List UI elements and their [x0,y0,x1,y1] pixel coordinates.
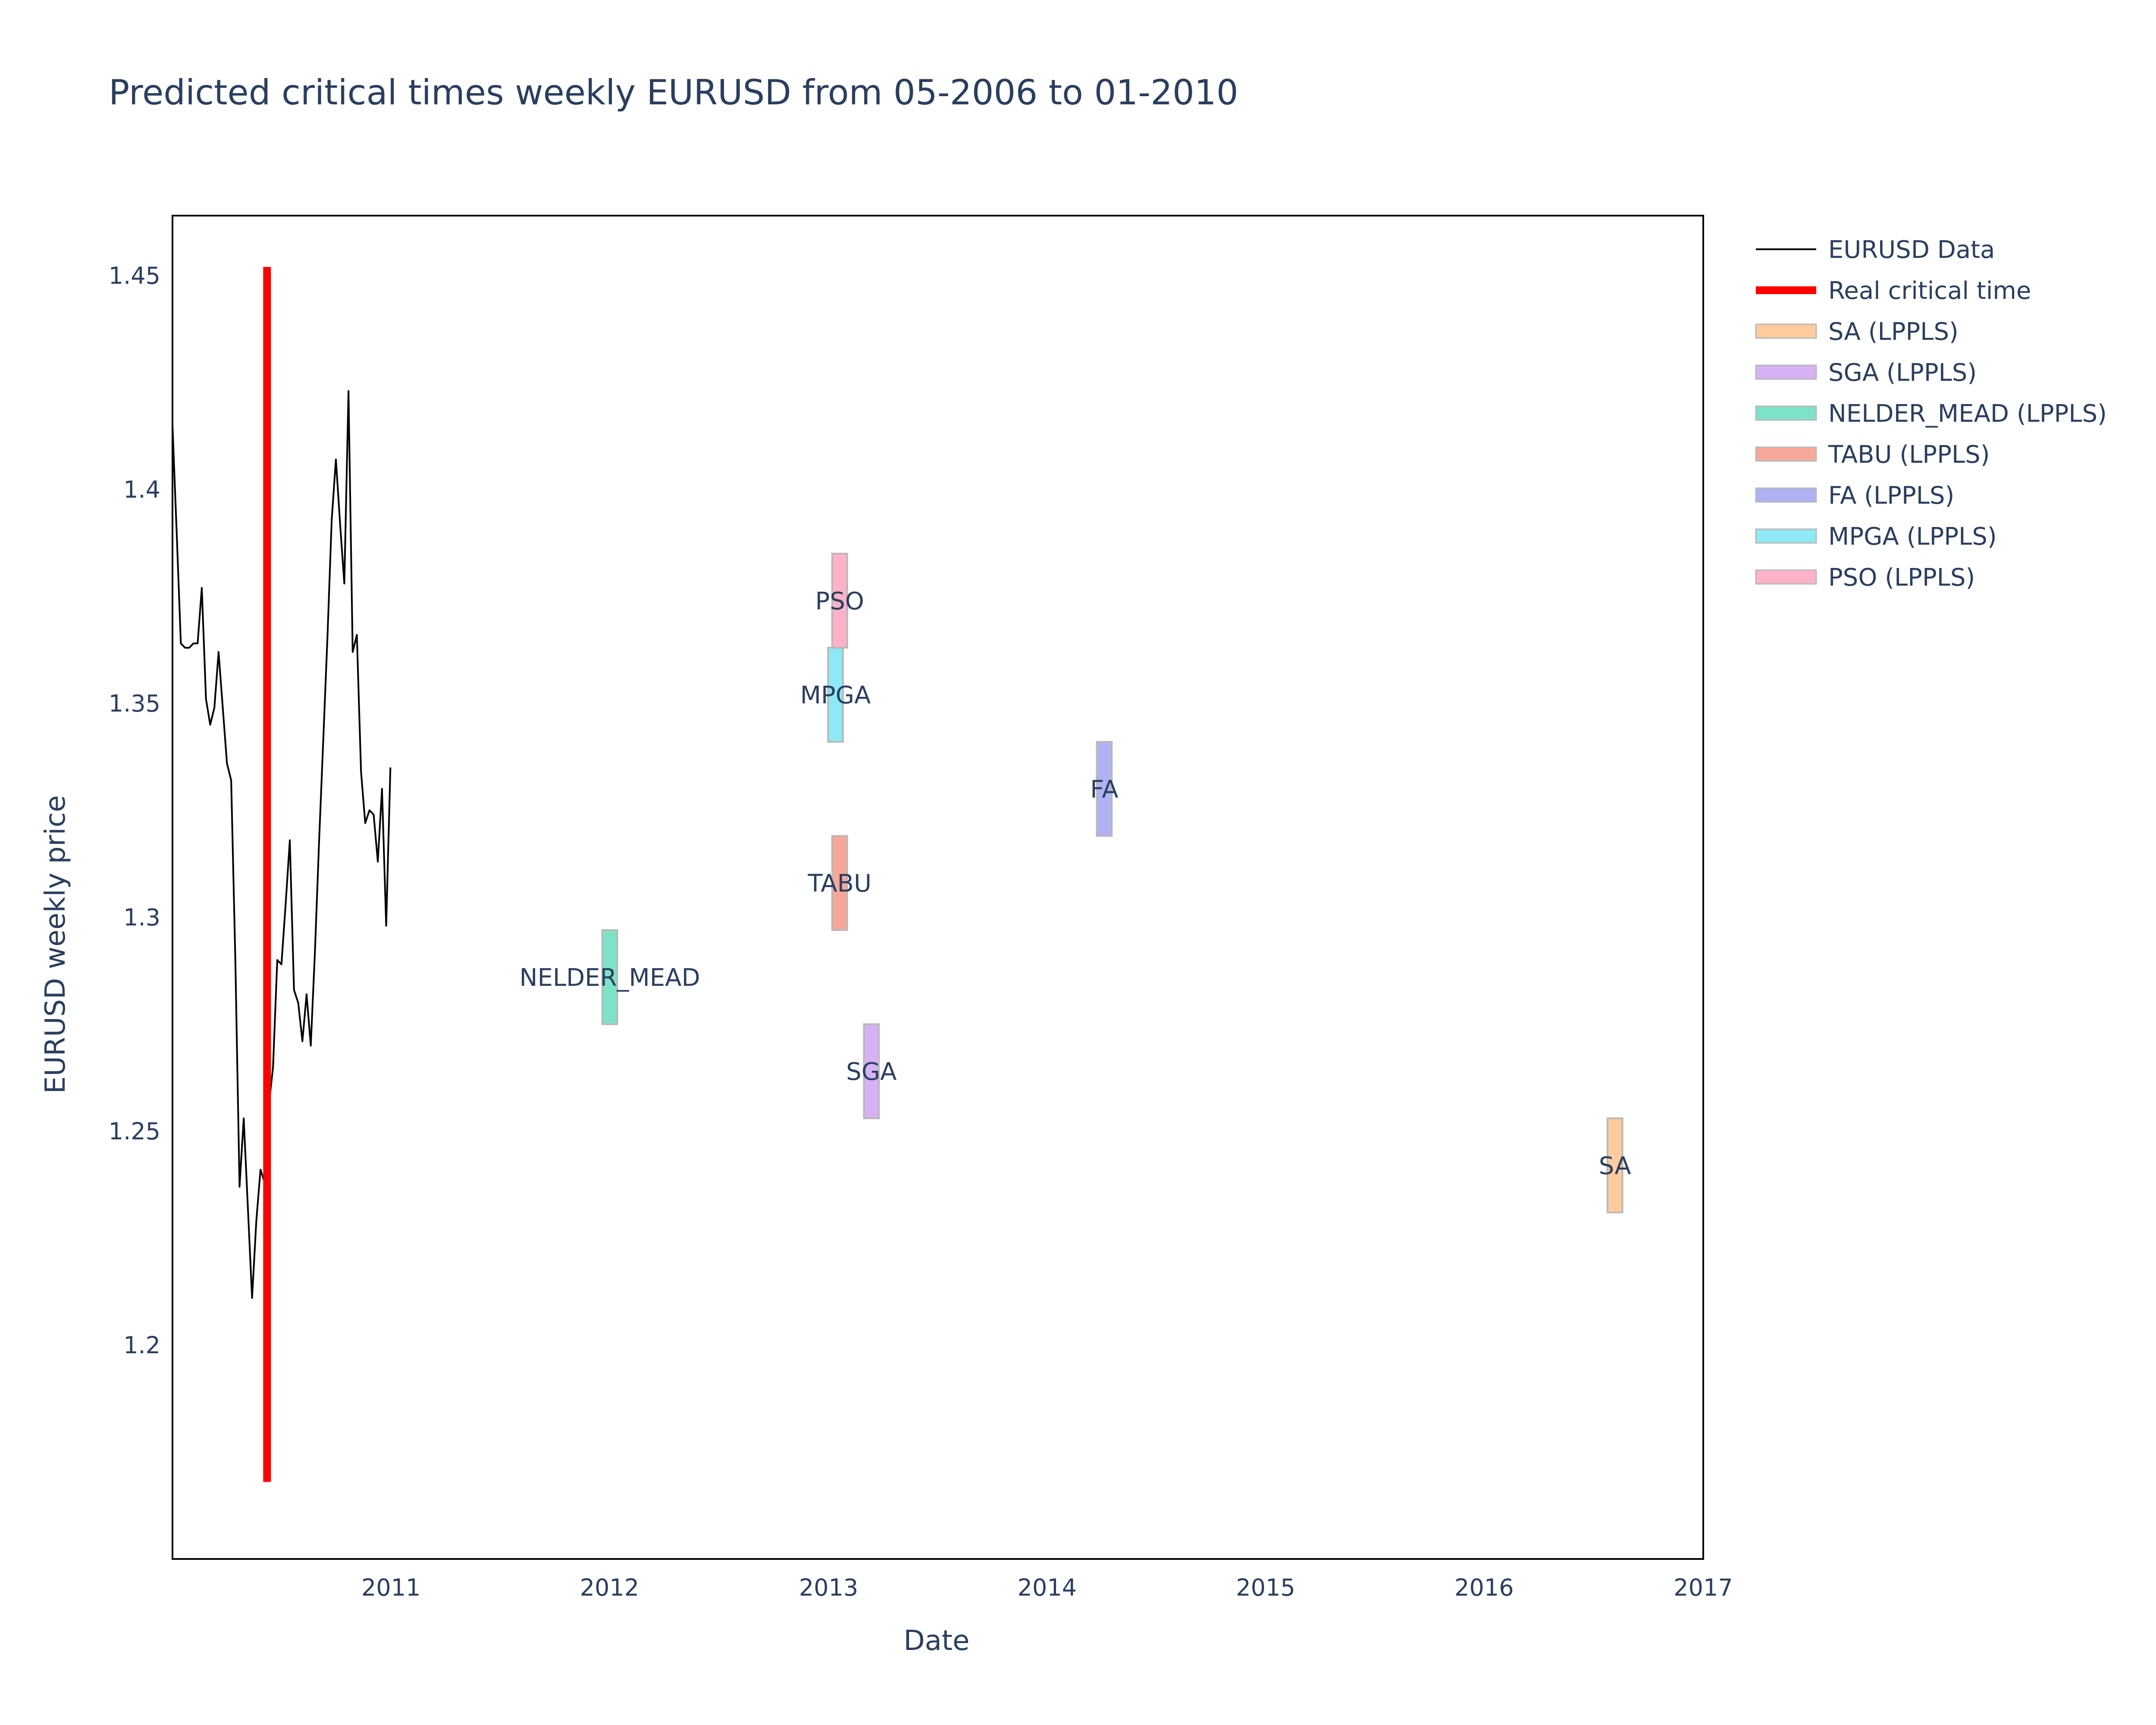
x-axis-title: Date [904,1625,970,1657]
legend-label-pso: PSO (LPPLS) [1828,564,1975,592]
plot-frame [172,215,1704,1560]
pso-box-label: PSO [815,587,864,615]
legend-label-tabu: TABU (LPPLS) [1828,441,1990,469]
x-tick-label: 2012 [580,1574,639,1601]
x-tick-label: 2017 [1673,1574,1733,1601]
legend-swatch-tabu [1755,446,1817,462]
legend-swatch-pso [1755,569,1817,585]
x-tick-label: 2013 [799,1574,858,1601]
nelder-mead-box [601,929,618,1025]
legend-swatch-sa [1755,323,1817,339]
y-tick-label: 1.3 [123,904,160,931]
fa-box-label: FA [1090,775,1118,803]
legend-label-sga: SGA (LPPLS) [1828,359,1977,387]
legend-label-mpga: MPGA (LPPLS) [1828,523,1997,551]
pso-box [831,552,848,649]
legend-swatch-mpga [1755,528,1817,544]
x-tick-label: 2014 [1018,1574,1077,1601]
sa-box-label: SA [1599,1152,1631,1180]
nelder-mead-box-label: NELDER_MEAD [520,964,700,992]
chart-title: Predicted critical times weekly EURUSD f… [109,72,1238,113]
legend-swatch-nelder-mead [1755,405,1817,421]
x-tick-label: 2015 [1236,1574,1295,1601]
axes: 2011 2012 2013 2014 2015 2016 2017 1.2 1.25 1.3 1.… [109,215,1733,1601]
y-tick-label: 1.35 [109,690,160,717]
legend-label-fa: FA (LPPLS) [1828,482,1954,510]
tabu-box-label: TABU [808,870,872,898]
legend-label-nelder-mead: NELDER_MEAD (LPPLS) [1828,400,2107,428]
sga-box-label: SGA [846,1058,896,1086]
tabu-box [831,835,848,931]
eurusd-data-line [172,390,392,1299]
legend-swatch-fa [1755,487,1817,503]
y-tick-label: 1.2 [123,1332,160,1359]
x-tick-label: 2011 [361,1574,420,1601]
y-tick-label: 1.4 [123,476,160,503]
legend-label-eurusd-data: EURUSD Data [1828,236,1995,264]
y-tick-label: 1.45 [109,262,160,289]
sa-box [1606,1117,1623,1214]
x-tick-label: 2016 [1454,1574,1514,1601]
y-tick-label: 1.25 [109,1118,160,1145]
plot-area: SA SGA NELDER_MEAD TABU FA MPGA PSO [172,267,1631,1482]
y-axis-title: EURUSD weekly price [40,795,72,1094]
sga-box [863,1023,880,1120]
legend: EURUSD Data Real critical time SA (LPPLS) S… [1755,236,2107,592]
legend-label-real-critical-time: Real critical time [1828,277,2031,305]
legend-label-sa: SA (LPPLS) [1828,318,1959,346]
mpga-box [827,646,844,743]
mpga-box-label: MPGA [800,681,871,709]
legend-swatch-sga [1755,364,1817,380]
fa-box [1096,741,1113,837]
